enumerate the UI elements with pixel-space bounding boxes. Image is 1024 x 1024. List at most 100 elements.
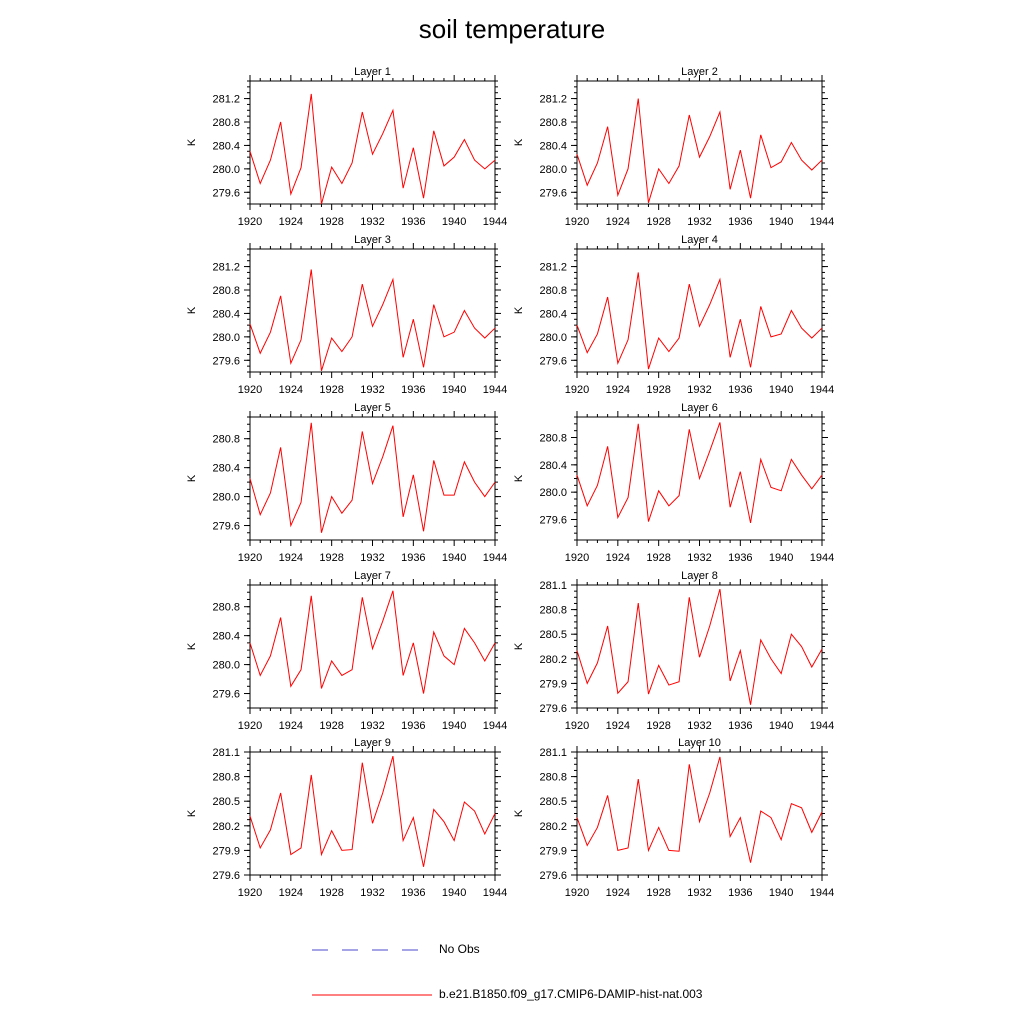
plot-frame [576, 80, 823, 205]
x-tick-label: 1944 [483, 552, 507, 564]
y-tick-label: 279.6 [212, 689, 240, 701]
x-tick-label: 1920 [565, 216, 589, 228]
panel-9: Layer 9 K 1920 1924 1928 1932 1936 1940 1944 279.… [186, 737, 507, 899]
x-tick-label: 1944 [483, 720, 507, 732]
series-line [249, 269, 496, 371]
panel-5: Layer 5 K 1920 1924 1928 1932 1936 1940 1944 279.… [186, 402, 507, 564]
y-tick-label: 280.0 [212, 164, 240, 176]
x-tick-label: 1940 [769, 887, 793, 899]
panel-7: Layer 7 K 1920 1924 1928 1932 1936 1940 1944 279.… [186, 570, 507, 732]
x-tick-label: 1936 [401, 552, 425, 564]
y-tick-label: 280.8 [539, 285, 567, 297]
x-tick-label: 1940 [442, 384, 466, 396]
x-tick-label: 1932 [687, 384, 711, 396]
x-tick-label: 1928 [646, 887, 670, 899]
y-tick-label: 279.9 [212, 845, 240, 857]
x-tick-label: 1924 [279, 384, 303, 396]
x-tick-label: 1928 [646, 552, 670, 564]
plot-frame [249, 751, 496, 876]
panel-title: Layer 4 [681, 234, 718, 246]
y-tick-label: 280.0 [539, 332, 567, 344]
panel-title: Layer 9 [354, 737, 391, 749]
legend-model-label: b.e21.B1850.f09_g17.CMIP6-DAMIP-hist-nat… [439, 987, 703, 1001]
x-tick-label: 1924 [606, 384, 630, 396]
series-line [576, 756, 823, 863]
y-axis-label: K [186, 306, 198, 314]
x-tick-label: 1920 [238, 887, 262, 899]
x-tick-label: 1920 [565, 384, 589, 396]
x-tick-label: 1944 [810, 887, 834, 899]
y-tick-label: 281.1 [539, 747, 567, 759]
series-line [249, 755, 496, 867]
series-line [576, 272, 823, 370]
legend-obs-label: No Obs [439, 942, 480, 956]
panel-title: Layer 10 [678, 737, 721, 749]
y-tick-label: 280.4 [539, 140, 567, 152]
y-tick-label: 280.0 [212, 492, 240, 504]
y-tick-label: 280.4 [539, 460, 567, 472]
x-tick-label: 1924 [279, 216, 303, 228]
y-tick-label: 279.9 [539, 678, 567, 690]
y-tick-label: 280.8 [539, 772, 567, 784]
y-tick-label: 280.5 [539, 629, 567, 641]
y-tick-label: 280.4 [212, 631, 240, 643]
series-line [249, 93, 496, 205]
x-tick-label: 1940 [442, 552, 466, 564]
panel-8: Layer 8 K 1920 1924 1928 1932 1936 1940 1944 279.… [513, 570, 834, 732]
x-tick-label: 1944 [483, 216, 507, 228]
y-tick-label: 279.6 [539, 355, 567, 367]
x-tick-label: 1920 [238, 552, 262, 564]
x-tick-label: 1944 [810, 384, 834, 396]
x-tick-label: 1936 [728, 216, 752, 228]
x-tick-label: 1928 [319, 552, 343, 564]
x-tick-label: 1936 [401, 887, 425, 899]
y-tick-label: 280.8 [212, 117, 240, 129]
x-tick-label: 1940 [442, 720, 466, 732]
y-tick-label: 280.8 [539, 433, 567, 445]
y-tick-label: 279.6 [212, 355, 240, 367]
y-tick-label: 280.0 [539, 164, 567, 176]
x-tick-label: 1932 [687, 720, 711, 732]
series-line [249, 590, 496, 694]
panel-3: Layer 3 K 1920 1924 1928 1932 1936 1940 1944 279.… [186, 234, 507, 396]
x-tick-label: 1932 [360, 887, 384, 899]
legend-obs: No Obs [312, 940, 812, 960]
x-tick-label: 1944 [483, 887, 507, 899]
x-tick-label: 1924 [279, 552, 303, 564]
panel-title: Layer 6 [681, 402, 718, 414]
x-tick-label: 1944 [483, 384, 507, 396]
x-tick-label: 1944 [810, 552, 834, 564]
x-tick-label: 1940 [442, 216, 466, 228]
panel-2: Layer 2 K 1920 1924 1928 1932 1936 1940 1944 279.… [513, 66, 834, 228]
x-tick-label: 1932 [687, 887, 711, 899]
x-tick-label: 1920 [238, 720, 262, 732]
plot-frame [576, 751, 823, 876]
y-tick-label: 280.0 [212, 660, 240, 672]
y-tick-label: 280.8 [212, 285, 240, 297]
x-tick-label: 1936 [728, 552, 752, 564]
x-tick-label: 1936 [728, 720, 752, 732]
y-tick-label: 280.4 [212, 308, 240, 320]
y-axis-label: K [513, 138, 525, 146]
y-tick-label: 280.8 [539, 605, 567, 617]
y-axis-label: K [186, 138, 198, 146]
x-tick-label: 1928 [319, 216, 343, 228]
x-tick-label: 1944 [810, 720, 834, 732]
y-axis-label: K [513, 306, 525, 314]
x-tick-label: 1936 [401, 720, 425, 732]
y-tick-label: 279.6 [212, 187, 240, 199]
y-tick-label: 281.2 [539, 262, 567, 274]
y-tick-label: 280.2 [212, 821, 240, 833]
y-tick-label: 281.1 [539, 580, 567, 592]
y-tick-label: 280.8 [539, 117, 567, 129]
x-tick-label: 1932 [360, 216, 384, 228]
plot-frame [576, 584, 823, 709]
panel-title: Layer 1 [354, 66, 391, 78]
x-tick-label: 1924 [606, 887, 630, 899]
x-tick-label: 1932 [360, 384, 384, 396]
x-tick-label: 1940 [769, 216, 793, 228]
y-tick-label: 279.6 [212, 521, 240, 533]
x-tick-label: 1940 [769, 384, 793, 396]
y-tick-label: 279.9 [539, 845, 567, 857]
chart-title: soil temperature [418, 14, 606, 44]
